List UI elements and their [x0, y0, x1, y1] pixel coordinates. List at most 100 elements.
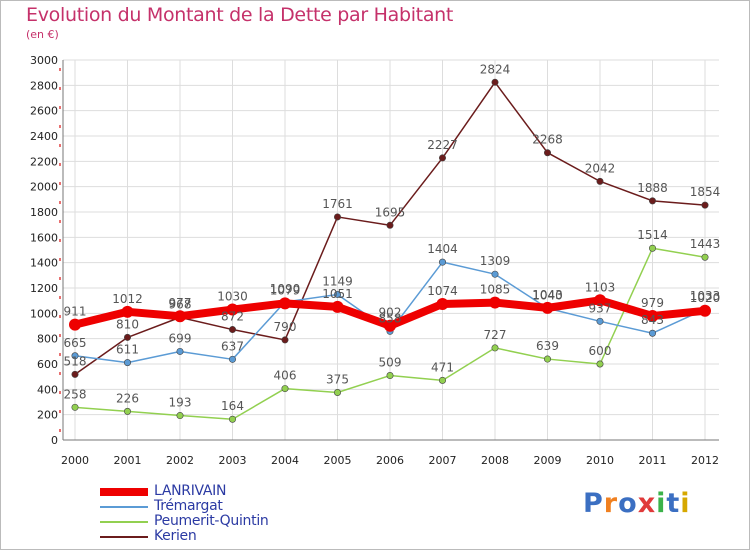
data-label: 1854 — [690, 185, 721, 199]
x-tick-label: 2003 — [219, 454, 247, 467]
legend: LANRIVAIN Trémargat Peumerit-Quintin Kerien — [100, 483, 360, 545]
data-point — [229, 355, 237, 363]
data-point — [69, 318, 81, 331]
data-point — [226, 303, 239, 316]
data-label: 843 — [641, 313, 664, 327]
data-label: 727 — [484, 328, 507, 342]
data-label: 611 — [116, 343, 139, 357]
chart-title: Evolution du Montant de la Dette par Hab… — [26, 4, 454, 26]
data-label: 193 — [169, 396, 192, 410]
data-point — [124, 359, 132, 367]
data-label: 1012 — [112, 292, 143, 306]
data-point — [71, 352, 79, 360]
data-point — [121, 305, 134, 318]
data-point — [648, 244, 656, 252]
data-label: 979 — [641, 296, 664, 310]
data-label: 1761 — [322, 197, 353, 211]
data-label: 1514 — [637, 228, 668, 242]
legend-swatch — [100, 488, 148, 496]
data-point — [543, 149, 551, 157]
data-point — [386, 372, 394, 380]
data-point — [596, 177, 604, 185]
data-point — [229, 415, 237, 423]
x-tick-label: 2010 — [586, 454, 614, 467]
data-label: 1020 — [690, 291, 721, 305]
data-point — [491, 78, 499, 86]
data-point — [331, 300, 344, 313]
y-tick-label: 1800 — [30, 206, 58, 219]
data-label: 375 — [326, 373, 349, 387]
data-label: 471 — [431, 360, 454, 374]
data-point — [491, 344, 499, 352]
data-label: 665 — [64, 336, 87, 350]
y-tick-label: 2000 — [30, 181, 58, 194]
data-point — [436, 297, 449, 310]
data-label: 1030 — [217, 290, 248, 304]
data-label: 1090 — [270, 282, 301, 296]
y-tick-label: 0 — [51, 434, 58, 447]
y-tick-label: 2600 — [30, 105, 58, 118]
data-point — [699, 304, 711, 317]
legend-label: Peumerit-Quintin — [154, 513, 269, 529]
data-point — [174, 310, 186, 323]
data-label: 902 — [379, 306, 402, 320]
proxiti-logo: Proxiti — [583, 488, 691, 519]
y-tick-label: 2400 — [30, 130, 58, 143]
data-label: 1040 — [532, 288, 563, 302]
data-point — [229, 326, 237, 334]
data-point — [438, 154, 446, 162]
logo-letter: t — [666, 488, 681, 519]
x-tick-label: 2002 — [166, 454, 194, 467]
data-label: 164 — [221, 399, 244, 413]
data-label: 1443 — [690, 237, 721, 251]
data-point — [701, 201, 709, 209]
data-point — [596, 317, 604, 325]
data-label: 968 — [169, 297, 192, 311]
data-label: 790 — [274, 320, 297, 334]
x-tick-label: 2004 — [271, 454, 299, 467]
data-label: 1033 — [690, 289, 721, 303]
logo-letter: x — [637, 488, 657, 519]
x-tick-label: 2011 — [639, 454, 667, 467]
logo-letter: i — [656, 488, 667, 519]
data-point — [541, 301, 554, 314]
legend-label: Kerien — [154, 528, 197, 544]
data-point — [543, 355, 551, 363]
data-point — [333, 388, 341, 396]
data-label: 1404 — [427, 242, 458, 256]
data-label: 2824 — [480, 62, 511, 76]
data-label: 872 — [221, 310, 244, 324]
y-tick-label: 1600 — [30, 231, 58, 244]
data-point — [648, 329, 656, 337]
data-label: 226 — [116, 391, 139, 405]
data-label: 637 — [221, 339, 244, 353]
data-point — [124, 407, 132, 415]
legend-label: LANRIVAIN — [154, 483, 227, 499]
data-point — [71, 403, 79, 411]
data-point — [438, 258, 446, 266]
data-label: 699 — [169, 331, 192, 345]
data-point — [491, 270, 499, 278]
x-tick-label: 2005 — [324, 454, 352, 467]
data-label: 1103 — [585, 280, 616, 294]
data-point — [176, 412, 184, 420]
data-point — [701, 253, 709, 261]
y-tick-label: 1400 — [30, 257, 58, 270]
data-point — [281, 385, 289, 393]
data-label: 1085 — [480, 283, 511, 297]
data-label: 1043 — [532, 288, 563, 302]
data-label: 2042 — [585, 161, 616, 175]
data-label: 1079 — [270, 283, 301, 297]
data-point — [646, 309, 659, 322]
line-chart: 0 200 400 600 800 1000 1200 1400 1600 1800 2000 220… — [30, 54, 721, 467]
logo-letter: r — [603, 488, 619, 519]
data-label: 406 — [274, 369, 297, 383]
plot-area — [63, 60, 719, 440]
logo-letter: i — [680, 488, 691, 519]
data-label: 1309 — [480, 254, 511, 268]
data-label: 1149 — [322, 274, 353, 288]
y-tick-label: 200 — [37, 409, 58, 422]
x-tick-label: 2008 — [481, 454, 509, 467]
y-tick-label: 600 — [37, 358, 58, 371]
data-point — [596, 360, 604, 368]
